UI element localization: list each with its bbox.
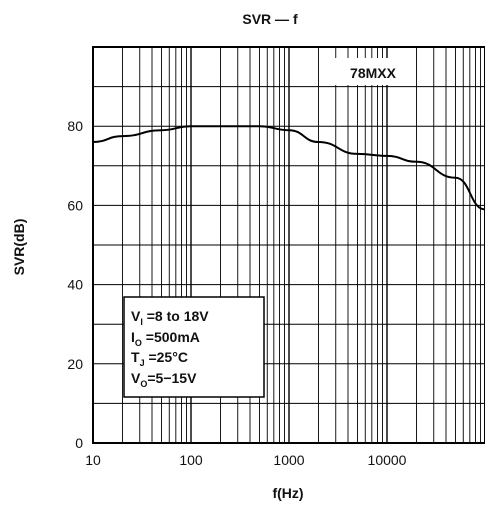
y-tick-label: 80 (67, 118, 83, 134)
y-axis-label: SVR(dB) (11, 219, 27, 276)
y-tick-label: 20 (67, 356, 83, 372)
x-tick-label: 10000 (368, 452, 407, 468)
y-tick-labels: 0 20 40 60 80 (67, 118, 83, 451)
y-tick-label: 0 (75, 435, 83, 451)
y-tick-label: 40 (67, 277, 83, 293)
y-tick-label: 60 (67, 197, 83, 213)
condition-vi: VI =8 to 18V (131, 308, 209, 327)
chart-title: SVR — f (242, 11, 298, 27)
x-tick-label: 100 (179, 452, 203, 468)
series-label-box (334, 58, 414, 85)
series-label: 78MXX (350, 65, 397, 81)
conditions-box (123, 296, 265, 398)
x-axis-label: f(Hz) (272, 485, 303, 501)
condition-tj: TJ =25°C (131, 349, 188, 368)
grid (93, 47, 485, 443)
x-tick-label: 10 (85, 452, 101, 468)
x-tick-labels: 10 100 1000 10000 (85, 452, 406, 468)
series-line-78mxx (92, 125, 485, 211)
plot-frame (92, 46, 485, 444)
x-tick-label: 1000 (273, 452, 304, 468)
condition-vo: VO=5−15V (131, 370, 197, 389)
condition-io: IO =500mA (131, 329, 200, 348)
